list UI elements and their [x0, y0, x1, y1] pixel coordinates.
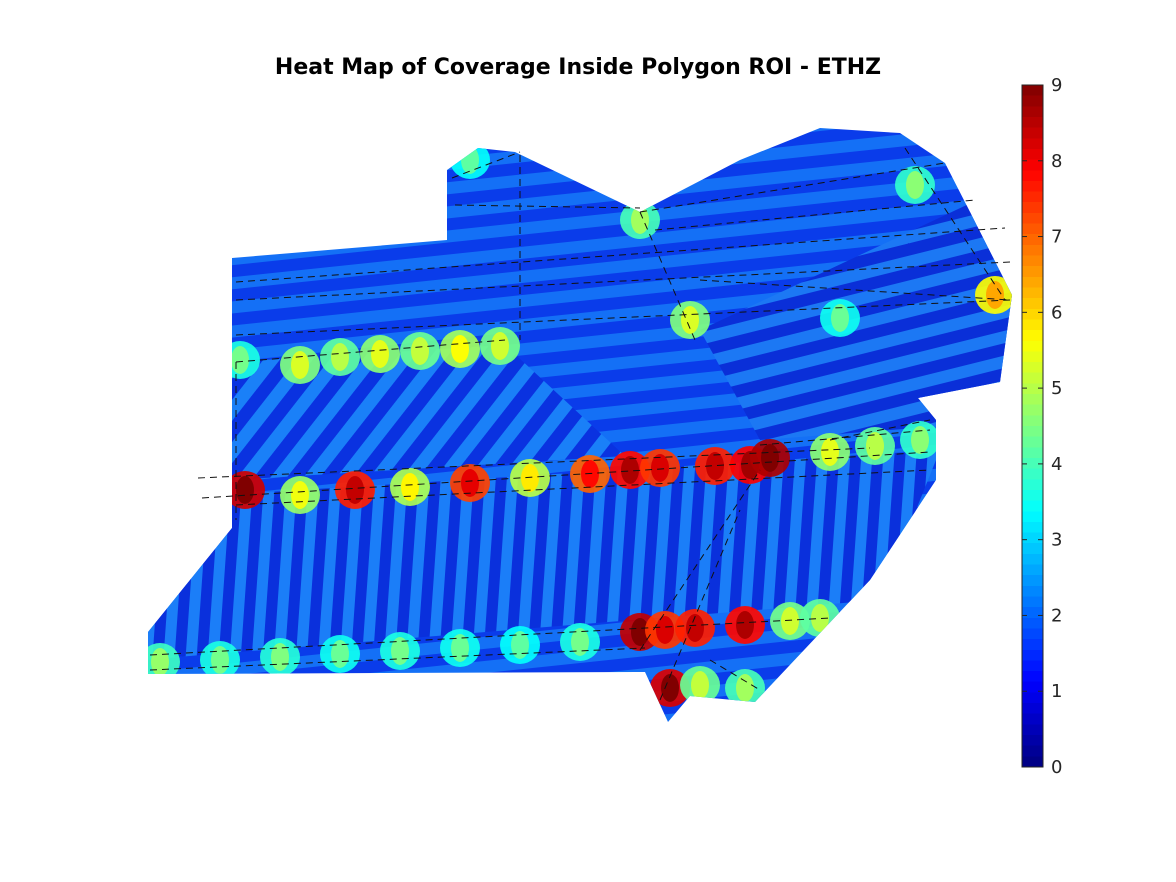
coverage-hotspot-core [461, 146, 479, 174]
coverage-hotspot-core [761, 444, 779, 472]
coverage-hotspot-core [911, 426, 929, 454]
coverage-hotspot-core [906, 171, 924, 199]
coverage-hotspot-core [651, 454, 669, 482]
colorbar-ticks: 0 1 2 3 4 5 6 7 8 9 [1022, 75, 1062, 778]
coverage-hotspot-core [631, 206, 649, 234]
chart-title: Heat Map of Coverage Inside Polygon ROI … [275, 55, 881, 80]
coverage-hotspot-core [236, 476, 254, 504]
diagonal-band-stripes [232, 345, 625, 480]
colorbar-bar [1021, 84, 1044, 768]
colorbar-tick-label: 5 [1051, 378, 1062, 399]
coverage-hotspot-core [231, 346, 249, 374]
coverage-hotspot-core [411, 337, 429, 365]
coverage-hotspot-core [661, 674, 679, 702]
colorbar-tick-label: 4 [1051, 454, 1062, 475]
coverage-hotspot-core [211, 646, 229, 674]
heatmap-region [148, 128, 1012, 722]
colorbar-tick-label: 3 [1051, 530, 1062, 551]
colorbar-tick-label: 2 [1051, 605, 1062, 626]
coverage-hotspot-core [866, 432, 884, 460]
coverage-hotspot-core [511, 631, 529, 659]
coverage-hotspot-core [401, 473, 419, 501]
coverage-paths [149, 147, 1011, 701]
coverage-hotspot-core [631, 618, 649, 646]
coverage-hotspot-core [821, 438, 839, 466]
coverage-hotspot-core [656, 616, 674, 644]
colorbar-tick-label: 9 [1051, 75, 1062, 96]
coverage-hotspot-core [331, 343, 349, 371]
colorbar-tick-label: 0 [1051, 757, 1062, 778]
coverage-hotspot-core [391, 637, 409, 665]
colorbar-tick-label: 7 [1051, 227, 1062, 248]
coverage-hotspot-core [461, 469, 479, 497]
colorbar-tick-label: 1 [1051, 681, 1062, 702]
colorbar-tick-label: 6 [1051, 302, 1062, 323]
colorbar-tick-label: 8 [1051, 151, 1062, 172]
coverage-hotspot-core [346, 476, 364, 504]
coverage-hotspot-core [451, 335, 469, 363]
coverage-hotspot-core [291, 481, 309, 509]
coverage-hotspot-core [986, 281, 1004, 309]
coverage-hotspot-core [571, 628, 589, 656]
coverage-hotspot-core [706, 452, 724, 480]
coverage-hotspot-core [581, 460, 599, 488]
coverage-hotspot-core [831, 304, 849, 332]
coverage-hotspot-core [736, 674, 754, 702]
coverage-hotspot-core [811, 604, 829, 632]
coverage-hotspot-core [681, 306, 699, 334]
coverage-hotspot-core [491, 332, 509, 360]
coverage-hotspot-core [451, 634, 469, 662]
coverage-hotspot-core [151, 648, 169, 676]
coverage-hotspot-core [291, 351, 309, 379]
coverage-hotspot-core [621, 456, 639, 484]
colorbar: 0 1 2 3 4 5 6 7 8 9 [1021, 75, 1062, 778]
coverage-hotspot-core [371, 340, 389, 368]
coverage-hotspot-core [686, 614, 704, 642]
coverage-hotspot-core [691, 671, 709, 699]
coverage-hotspot-core [521, 464, 539, 492]
coverage-hotspot-core [781, 607, 799, 635]
right-block-stripes [700, 180, 1012, 440]
coverage-hotspot-core [736, 611, 754, 639]
